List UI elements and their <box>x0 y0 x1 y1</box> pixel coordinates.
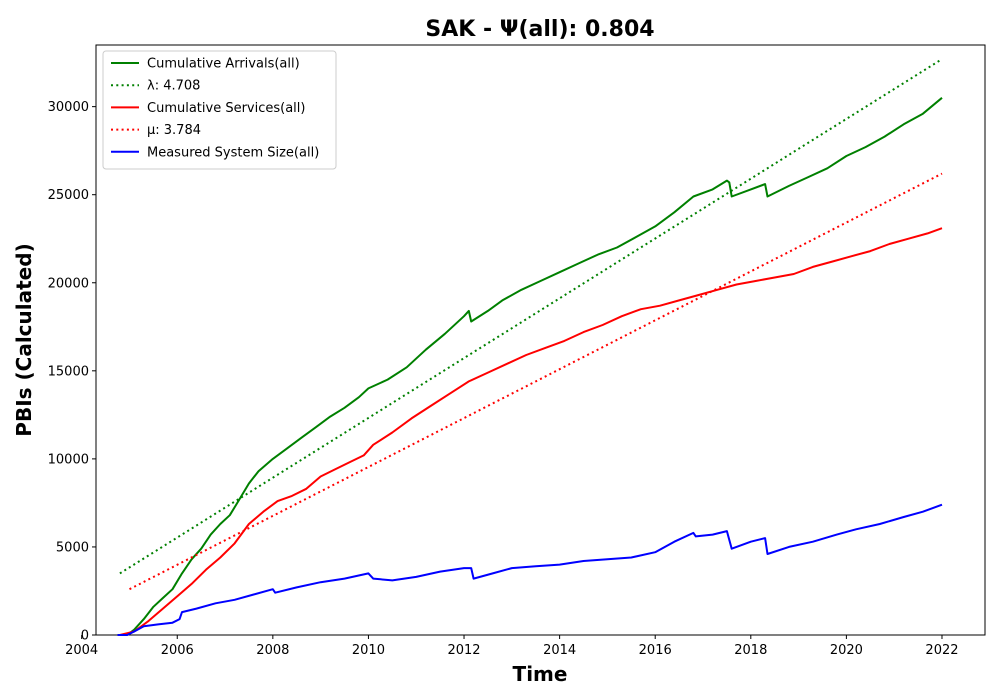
x-tick-label: 2012 <box>447 643 480 658</box>
legend: Cumulative Arrivals(all) λ: 4.708 Cumulati… <box>102 50 337 170</box>
y-tick-label: 15000 <box>48 364 89 379</box>
x-tick-label: 2020 <box>830 643 863 658</box>
legend-box <box>102 50 337 170</box>
y-tick-label: 20000 <box>48 276 89 291</box>
x-tick-label: 2018 <box>734 643 767 658</box>
y-tick-label: 5000 <box>56 540 89 555</box>
y-tick-label: 25000 <box>48 188 89 203</box>
x-tick-label: 2016 <box>639 643 672 658</box>
axis-ticks: 2004 2006 2008 2010 2012 2014 2016 2018 2020 2022… <box>48 100 959 658</box>
legend-label: Cumulative Services(all) <box>147 101 305 116</box>
x-tick-label: 2022 <box>925 643 958 658</box>
x-tick-label: 2010 <box>352 643 385 658</box>
series-layer <box>117 58 943 636</box>
series-line-0 <box>117 97 943 636</box>
series-line-2 <box>119 227 943 636</box>
legend-label: λ: 4.708 <box>147 79 200 94</box>
y-tick-label: 30000 <box>48 100 89 115</box>
chart-title: SAK - Ψ(all): 0.804 <box>425 17 654 42</box>
x-axis-label: Time <box>513 662 568 686</box>
x-tick-label: 2004 <box>65 643 98 658</box>
y-tick-label: 0 <box>81 629 89 644</box>
x-tick-label: 2006 <box>161 643 194 658</box>
legend-label: μ: 3.784 <box>147 123 201 138</box>
y-tick-label: 10000 <box>48 452 89 467</box>
x-tick-label: 2014 <box>543 643 576 658</box>
legend-label: Cumulative Arrivals(all) <box>147 57 300 72</box>
y-axis-label: PBIs (Calculated) <box>12 243 36 436</box>
series-line-3 <box>129 172 943 591</box>
x-tick-label: 2008 <box>256 643 289 658</box>
legend-label: Measured System Size(all) <box>147 145 319 160</box>
series-line-4 <box>117 503 943 636</box>
